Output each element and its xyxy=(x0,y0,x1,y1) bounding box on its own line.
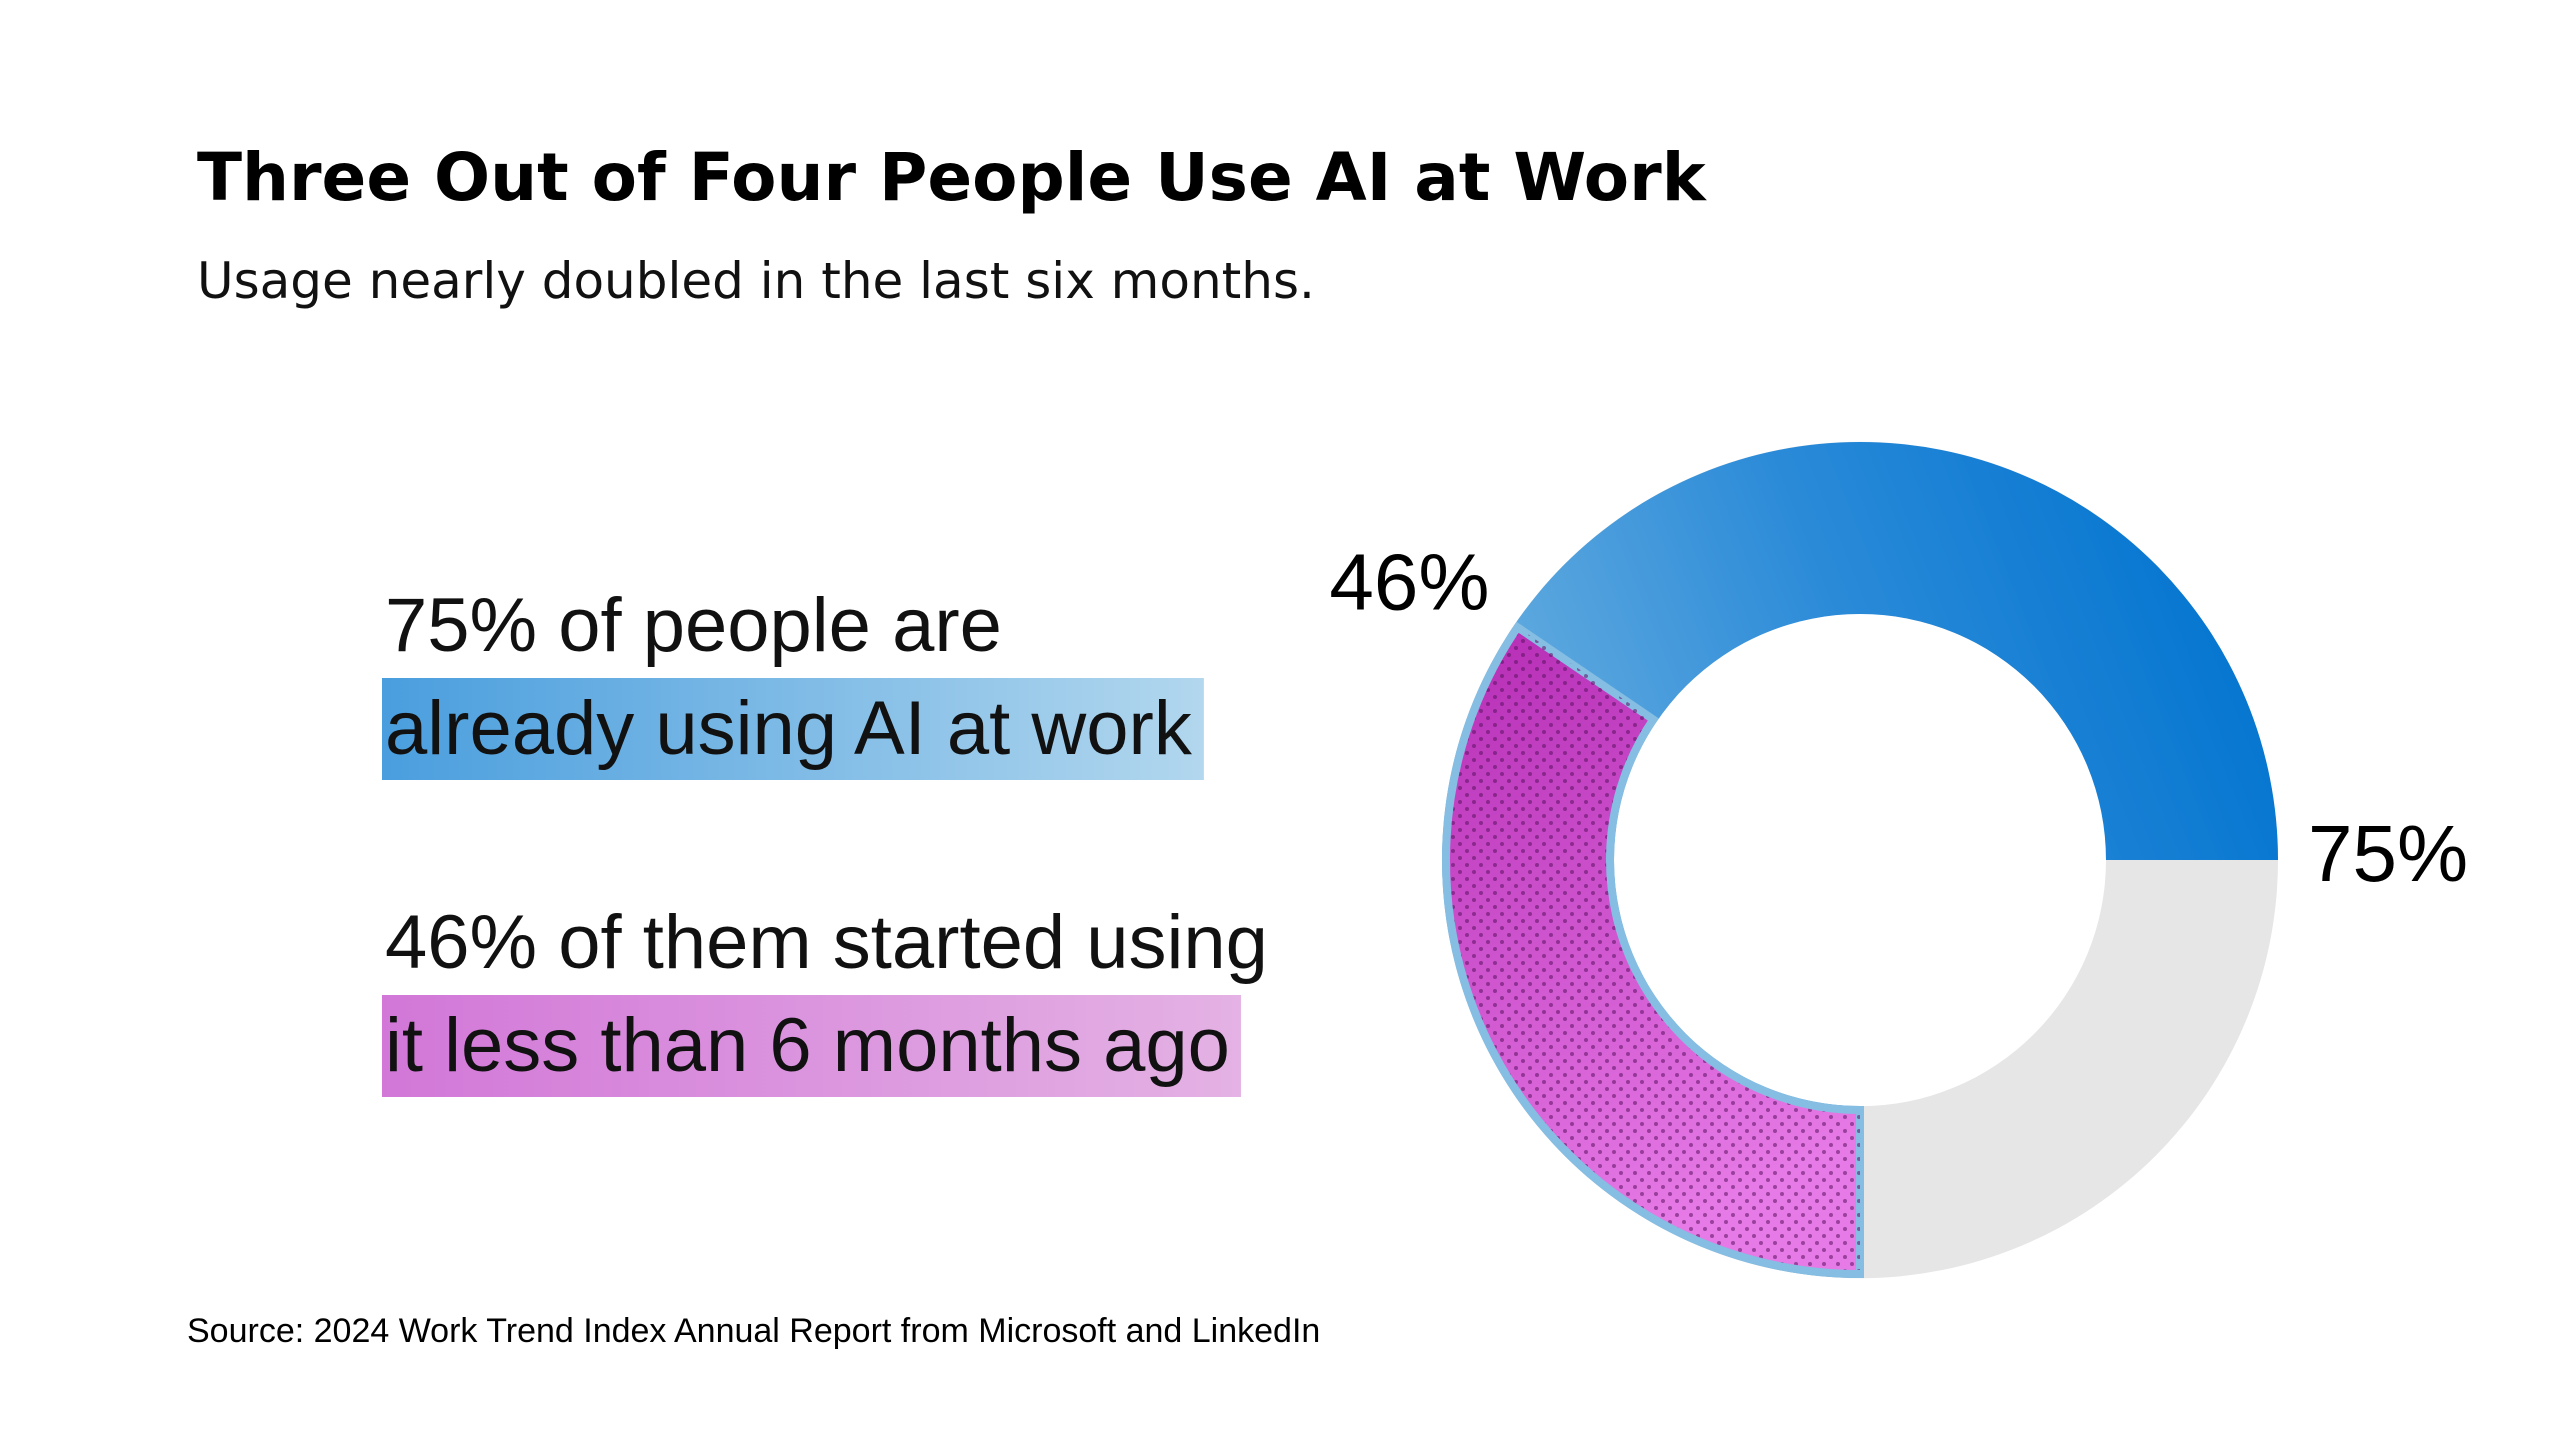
highlight xyxy=(382,995,1241,1097)
callout-line: 46% of them started using xyxy=(385,900,1268,985)
callout-line: it less than 6 months ago xyxy=(385,1003,1230,1088)
value-label: 75% xyxy=(2308,809,2468,898)
title: Three Out of Four People Use AI at Work xyxy=(197,139,1708,216)
dot-texture xyxy=(1449,629,1860,1270)
source: Source: 2024 Work Trend Index Annual Rep… xyxy=(187,1312,1320,1350)
callout-line: 75% of people are xyxy=(385,583,1002,668)
highlight xyxy=(382,678,1204,780)
donut: 75% 46% xyxy=(1329,441,2468,1279)
callouts: 75% of people are already using AI at wor… xyxy=(382,583,1268,1097)
value-label: 46% xyxy=(1329,537,1489,626)
callout-line: already using AI at work xyxy=(385,686,1193,771)
subtitle: Usage nearly doubled in the last six mon… xyxy=(197,252,1315,310)
